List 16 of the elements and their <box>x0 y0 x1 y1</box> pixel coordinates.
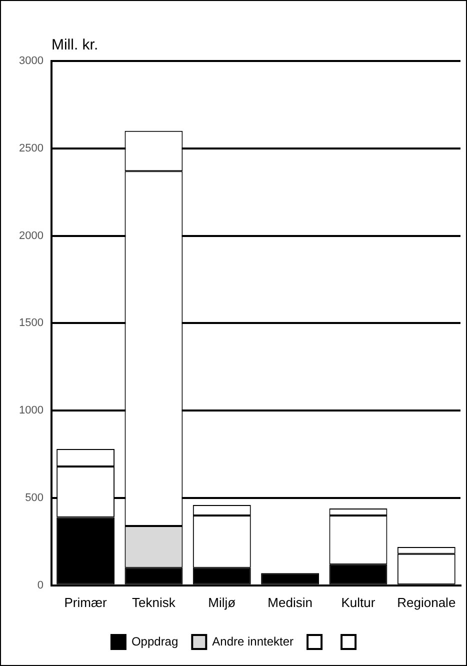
y-axis-title: Mill. kr. <box>51 36 98 54</box>
x-tick-label: Medisin <box>268 594 312 610</box>
y-tick-label: 2000 <box>18 230 44 242</box>
legend-label: Andre inntekter <box>212 634 294 648</box>
y-tick-label: 500 <box>25 492 44 504</box>
y-tick-label: 1500 <box>18 317 44 330</box>
y-tick-label: 0 <box>37 579 44 592</box>
y-tick-label: 1000 <box>18 404 44 417</box>
y-tick-label: 2500 <box>18 142 44 154</box>
y-tick-label: 3000 <box>18 55 44 68</box>
legend-label: Oppdrag <box>131 634 178 648</box>
x-tick-label: Regionale <box>397 594 456 610</box>
x-tick-label: Miljø <box>208 594 236 610</box>
x-tick-label: Kultur <box>341 594 376 610</box>
x-tick-label: Teknisk <box>132 594 176 610</box>
x-tick-label: Primær <box>64 594 108 610</box>
